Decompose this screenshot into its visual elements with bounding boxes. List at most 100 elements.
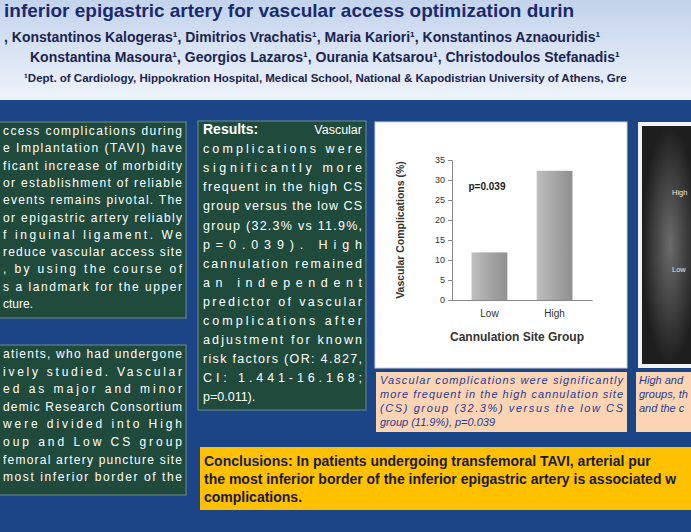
text-line: In patients undergoing transfemoral TAVI… (293, 453, 652, 469)
text-line: most inferior border of the (3, 470, 182, 484)
text-line: ccess complications during (3, 124, 182, 138)
box (0, 122, 186, 318)
y-tick: 15 (435, 235, 452, 245)
body-background (0, 0, 691, 532)
text-line: complications were (203, 142, 362, 156)
y-axis-title: Vascular Complications (%) (394, 161, 406, 299)
y-tick: 35 (435, 155, 452, 165)
chart: 0 5 10 15 20 25 30 35 Low High Cannulation Site Gr… (375, 122, 627, 368)
text-line: e Implantation (TAVI) have (3, 141, 182, 155)
x-tick: Low (480, 308, 499, 319)
conclusions: Conclusions: In patients undergoing tran… (200, 447, 691, 510)
y-tick-label: 20 (435, 215, 445, 225)
bar (472, 252, 508, 300)
y-tick-label: 30 (435, 175, 445, 185)
figure-frame (638, 122, 691, 368)
conclusions-box (200, 447, 691, 510)
text-line: more frequent in the high cannulation si… (380, 388, 623, 400)
y-axis: 0 5 10 15 20 25 30 35 (435, 155, 453, 305)
text-line: were divided into High (2, 417, 182, 431)
caption-box (376, 372, 627, 432)
x-axis: Low High (453, 301, 593, 320)
y-tick-label: 10 (435, 255, 445, 265)
header-background (0, 0, 691, 100)
text-line: ficant increase of morbidity (3, 159, 182, 173)
figure-label: Low (672, 265, 686, 274)
text-line: group (11.9%), p=0.039 (380, 416, 495, 428)
text-line: oup and Low CS group (3, 435, 182, 449)
text-line: predictor of vascular (203, 295, 362, 309)
caption-box (636, 372, 691, 432)
conclusions-line: complications. (204, 489, 302, 505)
conclusions-line: Conclusions: In patients undergoing tran… (204, 453, 651, 469)
text-line: p=0.011). (203, 390, 255, 404)
text-line: groups, th (639, 388, 688, 400)
y-tick: 25 (435, 195, 452, 205)
title: inferior epigastric artery for vascular … (4, 0, 574, 21)
text-line: f inguinal ligament. We (3, 228, 182, 242)
y-tick-mark (448, 200, 452, 201)
text-line: cture. (3, 297, 33, 311)
text-line: demic Research Consortium (3, 400, 182, 414)
text-line: reduce vascular access site (3, 245, 182, 259)
text-line: , by using the course of (3, 262, 183, 276)
authors: , Konstantinos Kalogeras¹, Dimitrios Vra… (4, 29, 600, 45)
x-tick: High (544, 308, 565, 319)
figure-2: HighLowHigh andgroups, thand the c (636, 122, 691, 432)
y-tick-label: 25 (435, 195, 445, 205)
conclusions-line: the most inferior border of the inferior… (204, 471, 676, 487)
y-tick-label: 0 (440, 295, 445, 305)
y-tick-mark (448, 300, 452, 301)
y-tick: 10 (435, 255, 452, 265)
affiliation: ¹Dept. of Cardiology, Hippokration Hospi… (24, 72, 627, 84)
x-tick-label: High (544, 308, 565, 319)
text-line: or epigastric artery reliably (3, 211, 182, 225)
text-line: and the c (639, 402, 685, 414)
text-line: events remains pivotal. The (3, 193, 182, 207)
xray-image (642, 126, 691, 364)
results-box: Results: Vascular complications were signif… (198, 121, 366, 410)
poster: inferior epigastric artery for vascular … (0, 0, 691, 532)
y-tick: 0 (440, 295, 452, 305)
y-tick-mark (448, 180, 452, 181)
chart-caption: Vascular complications were significantl… (376, 372, 627, 432)
y-tick-label: 15 (435, 235, 445, 245)
x-tick-label: Low (480, 308, 499, 319)
header: inferior epigastric artery for vascular … (4, 0, 627, 84)
text-line: group (32.3% vs 11.9%, (203, 219, 362, 233)
y-axis-line (448, 161, 453, 301)
box (0, 345, 186, 495)
y-tick-mark (448, 220, 452, 221)
intro-box: ccess complications during e Implantation… (0, 122, 186, 318)
text-line: frequent in the high CS (203, 180, 362, 194)
y-tick-mark (448, 280, 452, 281)
text-line: (CS) group (32.3%) versus the low CS (380, 402, 624, 414)
chart-background (375, 122, 627, 368)
x-axis-line (453, 300, 593, 301)
text-line: complications after (203, 314, 362, 328)
text-line: adjustment for known (203, 333, 362, 347)
text-line: Vascular complications were significantl… (380, 374, 625, 386)
y-tick-mark (448, 240, 452, 241)
text-line: risk factors (OR: 4.827, (203, 352, 362, 366)
text-line: High and (639, 374, 684, 386)
text-line: Vascular (314, 123, 362, 137)
y-tick-label: 5 (440, 275, 445, 285)
text-line: atients, who had undergone (3, 347, 182, 361)
heading: Results: (203, 121, 258, 137)
methods-box: atients, who had undergone ively studied.… (0, 345, 186, 495)
authors: Konstantina Masoura¹, Georgios Lazaros¹,… (30, 49, 620, 65)
text-line: or establishment of reliable (3, 176, 182, 190)
text-line: ively studied. Vascular (3, 365, 182, 379)
y-tick: 20 (435, 215, 452, 225)
text-line: group versus the low CS (203, 199, 362, 213)
text-line: significantly more (203, 161, 362, 175)
bar (537, 171, 573, 300)
text-line: p=0.039). High (203, 238, 362, 252)
heading: Conclusions: (204, 453, 293, 469)
text-line: s a landmark for the upper (3, 280, 182, 294)
y-tick-mark (448, 260, 452, 261)
x-axis-title: Cannulation Site Group (450, 330, 584, 344)
text-line: femoral artery puncture site (3, 453, 182, 467)
annotation: p=0.039 (469, 181, 506, 192)
